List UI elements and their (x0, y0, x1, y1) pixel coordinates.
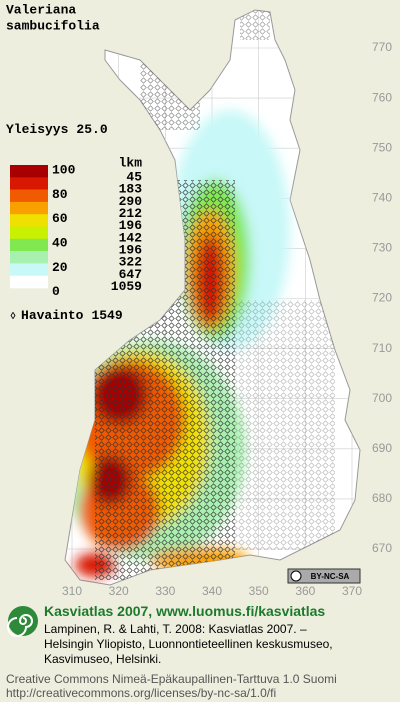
legend-count: 142 (119, 230, 143, 245)
title-line: sambucifolia (6, 18, 100, 33)
y-tick-label: 740 (372, 190, 392, 204)
frequency-label: Yleisyys (6, 122, 69, 137)
legend-scale-label: 60 (52, 211, 68, 226)
citation-line: Helsingin Yliopisto, Luonnontieteellinen… (44, 637, 333, 651)
map: Valeriana sambucifolia Yleisyys 25.0 lkm … (6, 2, 392, 598)
x-tick-label: 360 (295, 584, 315, 598)
legend-count: 196 (119, 218, 143, 233)
legend-swatch (10, 165, 48, 178)
frequency: Yleisyys 25.0 (6, 122, 108, 137)
y-tick-label: 710 (372, 341, 392, 355)
legend-swatch (10, 189, 48, 203)
legend-count: 183 (119, 182, 143, 197)
citation-line: Kasvimuseo, Helsinki. (44, 652, 162, 666)
observations-count: 1549 (91, 308, 122, 323)
x-tick-label: 320 (109, 584, 129, 598)
license-line: Creative Commons Nimeä-Epäkaupallinen-Ta… (6, 672, 337, 686)
legend-count: 45 (126, 169, 142, 184)
legend-scale-label: 80 (52, 187, 68, 202)
legend-count: 322 (119, 255, 143, 270)
legend-scale-label: 20 (52, 260, 68, 275)
legend-swatch (10, 177, 48, 190)
legend-count: 196 (119, 242, 143, 257)
observations: ◊ Havainto 1549 (10, 308, 123, 323)
legend-scale-label: 40 (52, 235, 68, 250)
frequency-value: 25.0 (76, 122, 107, 137)
y-tick-label: 720 (372, 291, 392, 305)
observation-layer (95, 10, 335, 580)
legend-swatch (10, 226, 48, 240)
license-badge[interactable]: BY-NC-SA (287, 568, 361, 584)
license-line[interactable]: http://creativecommons.org/licenses/by-n… (6, 686, 277, 700)
y-tick-label: 700 (372, 391, 392, 405)
legend-swatch (10, 263, 48, 276)
y-tick-label: 750 (372, 140, 392, 154)
legend-swatch (10, 275, 48, 289)
y-tick-label: 760 (372, 90, 392, 104)
legend-swatch (10, 214, 48, 227)
logo (7, 606, 38, 637)
legend-swatch (10, 251, 48, 264)
legend-count: 1059 (111, 279, 142, 294)
x-tick-label: 330 (155, 584, 175, 598)
legend-swatch (10, 201, 48, 215)
x-tick-label: 370 (342, 584, 362, 598)
y-tick-label: 690 (372, 441, 392, 455)
legend-count: 212 (119, 206, 143, 221)
legend-count: 647 (119, 267, 142, 282)
legend-scale-label: 100 (52, 162, 76, 177)
badge-text: BY-NC-SA (311, 572, 350, 581)
title-line: Valeriana (6, 2, 76, 17)
footer-headline: Kasviatlas 2007, www.luomus.fi/kasviatla… (44, 603, 326, 619)
y-tick-label: 730 (372, 241, 392, 255)
legend-count: 290 (119, 194, 143, 209)
y-tick-label: 670 (372, 541, 392, 555)
legend-scale-label: 0 (52, 284, 60, 299)
x-tick-label: 350 (249, 584, 269, 598)
legend-header: lkm (119, 155, 143, 170)
y-tick-label: 680 (372, 491, 392, 505)
citation-line: Lampinen, R. & Lahti, T. 2008: Kasviatla… (44, 622, 307, 636)
x-tick-label: 310 (62, 584, 82, 598)
legend-swatch (10, 238, 48, 252)
x-tick-label: 340 (202, 584, 222, 598)
y-tick-label: 770 (372, 40, 392, 54)
observations-label: Havainto (21, 308, 84, 323)
